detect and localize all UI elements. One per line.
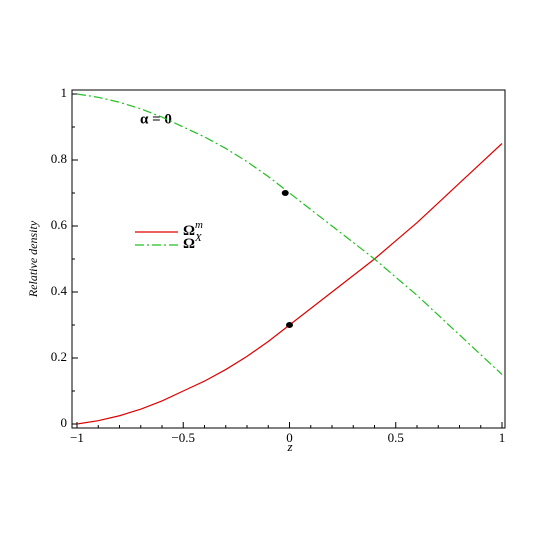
x-tick-label: 0.5 (388, 430, 404, 445)
x-tick-label: −0.5 (171, 430, 195, 445)
x-tick-label: 0 (286, 430, 293, 445)
annotation: α = 0 (140, 111, 172, 127)
legend-label: ΩX (183, 232, 203, 253)
marker-point (281, 190, 289, 196)
y-tick-label: 0.6 (51, 217, 68, 232)
y-tick-label: 0.4 (51, 283, 68, 298)
data-line (76, 93, 503, 375)
marker-point (286, 322, 293, 328)
x-axis-label: z (286, 439, 292, 454)
data-line (76, 143, 503, 425)
legend-superscript: m (195, 219, 203, 231)
legend-name: Ω (183, 236, 195, 252)
legend-superscript: X (194, 232, 203, 244)
y-tick-label: 0 (61, 415, 68, 430)
x-tick-label: −1 (70, 430, 84, 445)
x-tick-label: 1 (499, 430, 506, 445)
y-tick-label: 0.8 (51, 151, 67, 166)
plot-frame (71, 89, 506, 429)
legend-name: Ω (183, 223, 195, 239)
y-tick-label: 0.2 (51, 349, 67, 364)
y-axis-label: Relative density (26, 220, 40, 298)
y-tick-label: 1 (61, 85, 68, 100)
legend-label: Ωm (183, 219, 203, 240)
